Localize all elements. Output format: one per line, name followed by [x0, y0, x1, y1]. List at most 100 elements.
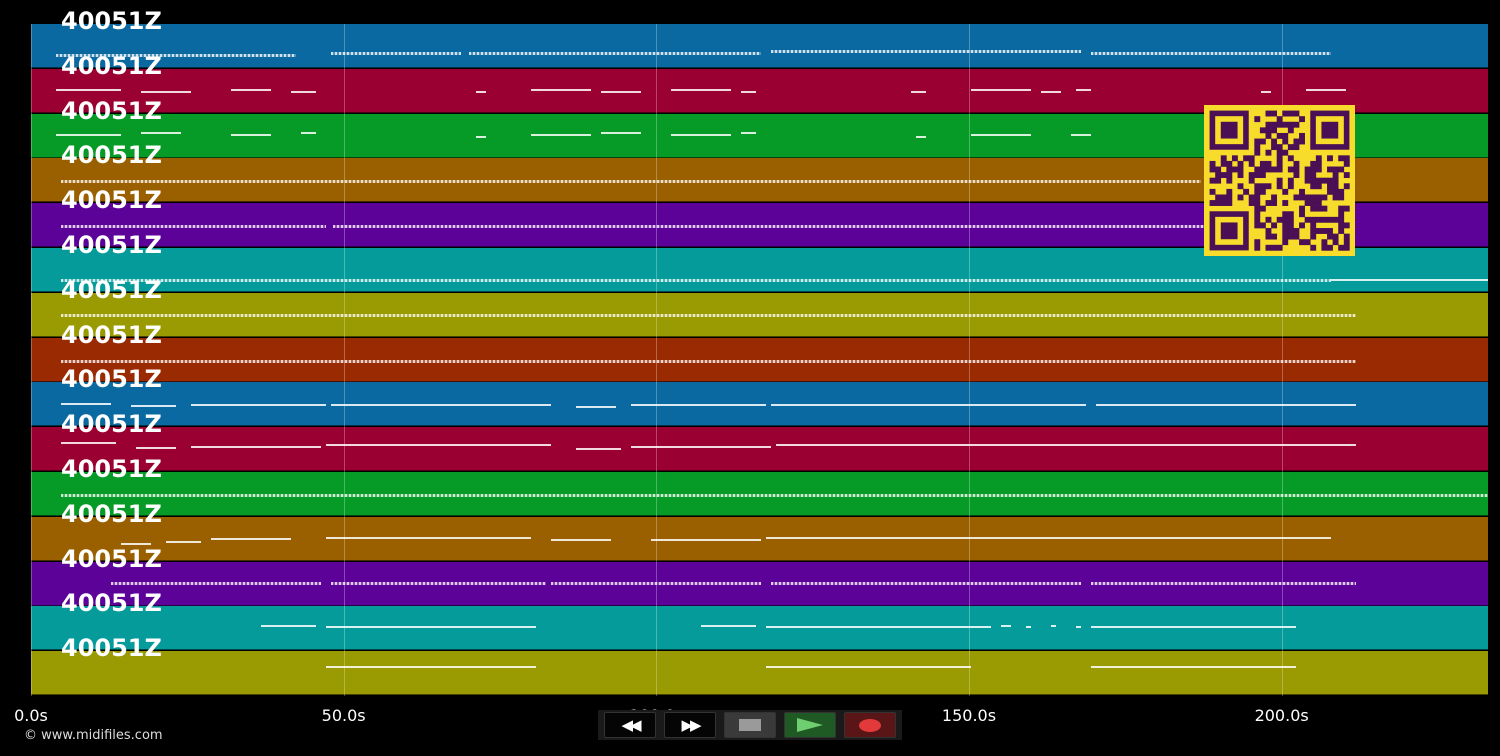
note-bar: [231, 133, 271, 136]
time-tick-label: 200.0s: [1254, 706, 1309, 725]
time-tick-label: 50.0s: [321, 706, 366, 725]
track-lane[interactable]: [31, 337, 1488, 382]
note-bar: [1071, 133, 1091, 136]
note-bar: [1001, 625, 1011, 628]
note-bar: [551, 581, 761, 585]
note-bar: [111, 581, 321, 585]
note-bar: [916, 135, 926, 138]
note-bar: [576, 448, 621, 451]
qr-code: [1204, 105, 1355, 256]
track-lane[interactable]: [31, 292, 1488, 337]
track-label: 40051Z: [61, 96, 162, 125]
note-bar: [971, 133, 1031, 136]
note-bar: [301, 131, 316, 134]
record-icon: [859, 718, 881, 732]
note-bar: [476, 135, 486, 138]
note-bar: [61, 180, 1201, 184]
note-bar: [631, 446, 771, 449]
time-tick-label: 150.0s: [941, 706, 997, 725]
stop-icon: [739, 719, 761, 731]
track-lane[interactable]: [31, 561, 1488, 606]
note-bar: [971, 88, 1031, 91]
note-bar: [61, 359, 1356, 363]
note-bar: [56, 54, 296, 57]
track-label: 40051Z: [61, 320, 162, 349]
grid-line: [31, 24, 32, 696]
note-bar: [291, 90, 316, 93]
track-lane[interactable]: [31, 427, 1488, 472]
track-lane[interactable]: [31, 472, 1488, 516]
track-label: 40051Z: [61, 365, 162, 394]
note-bar: [61, 313, 1356, 317]
note-bar: [61, 403, 111, 406]
note-bar: [326, 536, 531, 539]
note-bar: [261, 625, 316, 628]
note-bar: [576, 406, 616, 409]
note-bar: [1076, 88, 1091, 91]
note-bar: [1076, 626, 1081, 629]
track-label: 40051Z: [61, 410, 162, 439]
note-bar: [601, 90, 641, 93]
track-label: 40051Z: [61, 51, 162, 80]
play-button[interactable]: [784, 712, 836, 738]
note-bar: [911, 90, 926, 93]
fast-forward-icon: ▶▶: [681, 716, 701, 734]
note-bar: [651, 538, 761, 541]
note-bar: [1091, 666, 1296, 669]
copyright-notice: © www.midifiles.com: [24, 728, 163, 743]
note-bar: [671, 133, 731, 136]
note-bar: [61, 442, 116, 445]
note-bar: [1091, 581, 1356, 585]
note-bar: [701, 625, 756, 628]
note-bar: [211, 537, 291, 540]
rewind-button[interactable]: ◀◀: [604, 712, 656, 738]
track-label: 40051Z: [61, 7, 162, 35]
note-bar: [333, 225, 1236, 229]
note-bar: [469, 52, 761, 55]
play-icon: [797, 718, 823, 732]
stop-button[interactable]: [724, 712, 776, 738]
note-bar: [191, 404, 326, 407]
track-lane[interactable]: [31, 651, 1488, 696]
note-bar: [771, 50, 1081, 53]
note-bar: [741, 90, 756, 93]
note-bar: [136, 447, 176, 450]
track-lane[interactable]: [31, 516, 1488, 561]
track-label: 40051Z: [61, 455, 162, 483]
track-label: 40051Z: [61, 589, 162, 618]
track-label: 40051Z: [61, 141, 162, 170]
note-bar: [1096, 404, 1356, 407]
note-bar: [771, 581, 1081, 585]
note-bar: [766, 626, 991, 629]
note-bar: [61, 494, 1488, 497]
record-button[interactable]: [844, 712, 896, 738]
note-bar: [121, 542, 151, 545]
track-lane[interactable]: [31, 382, 1488, 427]
note-bar: [231, 88, 271, 91]
track-lane[interactable]: [31, 24, 1488, 68]
note-bar: [671, 88, 731, 91]
note-bar: [476, 90, 486, 93]
time-tick-label: 0.0s: [14, 706, 48, 725]
track-label: 40051Z: [61, 544, 162, 573]
note-bar: [331, 404, 551, 407]
note-bar: [766, 666, 971, 669]
note-bar: [331, 52, 461, 55]
note-bar: [326, 666, 536, 669]
note-bar: [776, 444, 1356, 447]
note-bar: [771, 404, 1086, 407]
note-bar: [326, 444, 551, 447]
note-bar: [1331, 279, 1488, 281]
note-bar: [766, 536, 1331, 539]
track-lane[interactable]: [31, 606, 1488, 651]
note-bar: [56, 88, 121, 91]
note-bar: [631, 404, 766, 407]
note-bar: [1306, 88, 1346, 91]
fast-forward-button[interactable]: ▶▶: [664, 712, 716, 738]
track-label: 40051Z: [61, 186, 162, 215]
note-bar: [1041, 90, 1061, 93]
track-label: 40051Z: [61, 231, 162, 259]
track-label: 40051Z: [61, 275, 162, 304]
track-label: 40051Z: [61, 499, 162, 528]
note-bar: [1026, 626, 1031, 629]
